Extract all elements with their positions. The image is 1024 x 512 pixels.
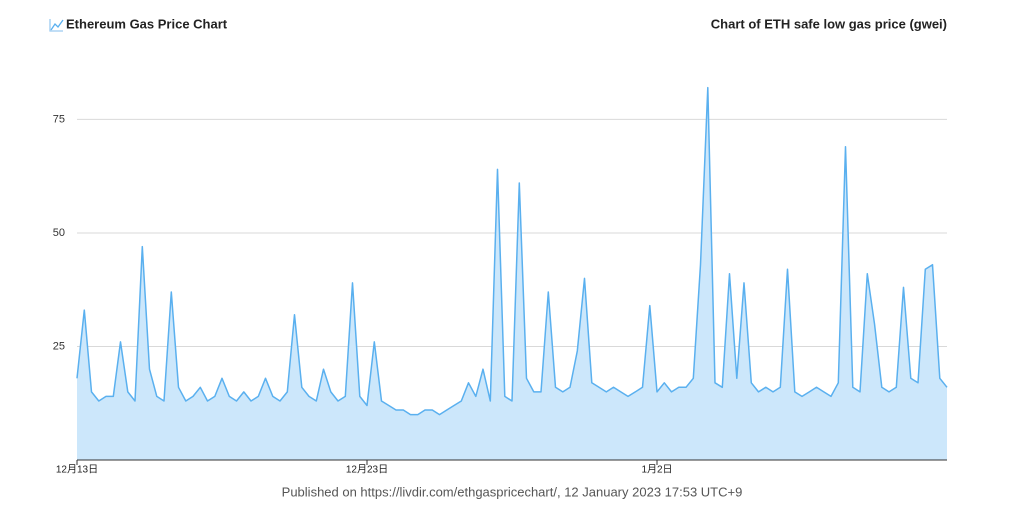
- x-tick-label: 12月23日: [346, 464, 388, 476]
- header-title: Ethereum Gas Price Chart: [66, 16, 228, 31]
- chart-title: Chart of ETH safe low gas price (gwei): [711, 16, 947, 31]
- chart-icon: [49, 19, 64, 32]
- x-tick-label: 12月13日: [56, 464, 98, 476]
- x-tick-label: 1月2日: [641, 464, 672, 476]
- y-tick-label: 75: [53, 113, 65, 125]
- line: [76, 86, 948, 416]
- y-tick-label: 50: [53, 227, 65, 239]
- footer-text: Published on https://livdir.com/ethgaspr…: [282, 484, 743, 499]
- y-tick-label: 25: [53, 340, 65, 352]
- area: [77, 87, 947, 460]
